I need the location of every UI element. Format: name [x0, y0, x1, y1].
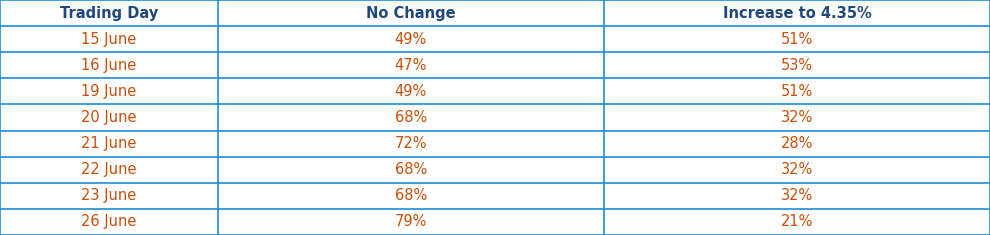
Text: 49%: 49% [395, 32, 427, 47]
Text: 16 June: 16 June [81, 58, 137, 73]
Text: 68%: 68% [395, 188, 427, 203]
Text: 47%: 47% [395, 58, 427, 73]
Text: 21%: 21% [781, 215, 813, 229]
Text: 23 June: 23 June [81, 188, 137, 203]
Text: 21 June: 21 June [81, 136, 137, 151]
Text: 20 June: 20 June [81, 110, 137, 125]
Text: 32%: 32% [781, 110, 813, 125]
Text: 28%: 28% [781, 136, 813, 151]
Text: 22 June: 22 June [81, 162, 137, 177]
Text: 79%: 79% [395, 215, 427, 229]
Text: Trading Day: Trading Day [59, 6, 158, 20]
Text: 72%: 72% [395, 136, 427, 151]
Text: 15 June: 15 June [81, 32, 137, 47]
Text: 51%: 51% [781, 32, 813, 47]
Text: 26 June: 26 June [81, 215, 137, 229]
Text: 32%: 32% [781, 162, 813, 177]
Text: Increase to 4.35%: Increase to 4.35% [723, 6, 871, 20]
Text: No Change: No Change [366, 6, 455, 20]
Text: 51%: 51% [781, 84, 813, 99]
Text: 32%: 32% [781, 188, 813, 203]
Text: 49%: 49% [395, 84, 427, 99]
Text: 53%: 53% [781, 58, 813, 73]
Text: 68%: 68% [395, 110, 427, 125]
Text: 68%: 68% [395, 162, 427, 177]
Text: 19 June: 19 June [81, 84, 137, 99]
